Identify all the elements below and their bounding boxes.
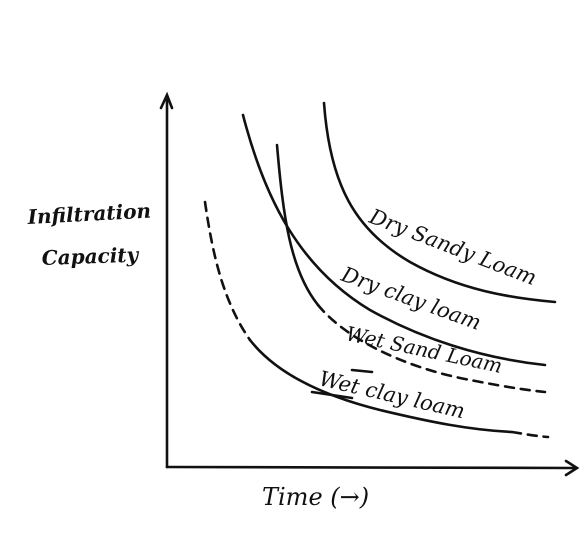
label-dry-sandy-loam: Dry Sandy Loam <box>365 204 540 290</box>
curve-wet-sand-loam-dashed <box>316 303 547 394</box>
axes <box>159 91 580 477</box>
y-axis-arrowhead <box>159 91 174 110</box>
y-axis-label-line1: Infiltration <box>26 199 152 229</box>
underline-wet-sand-loam <box>350 368 374 374</box>
x-axis <box>165 465 576 470</box>
curve-wet-clay-loam-solid <box>248 338 514 434</box>
curve-dry-clay-loam <box>241 113 547 367</box>
curve-wet-sand-loam-solid <box>275 143 320 307</box>
x-axis-arrowhead <box>564 459 580 477</box>
curve-wet-clay-loam-dashed-start <box>203 200 252 342</box>
curve-dry-sandy-loam <box>322 101 557 304</box>
underline-wet-clay-loam <box>310 390 354 400</box>
curve-wet-clay-loam-dashed-end <box>510 430 550 439</box>
x-axis-label: Time (→) <box>262 483 369 511</box>
label-wet-sand-loam: Wet Sand Loam <box>344 321 505 378</box>
y-axis-label-line2: Capacity <box>41 243 140 270</box>
